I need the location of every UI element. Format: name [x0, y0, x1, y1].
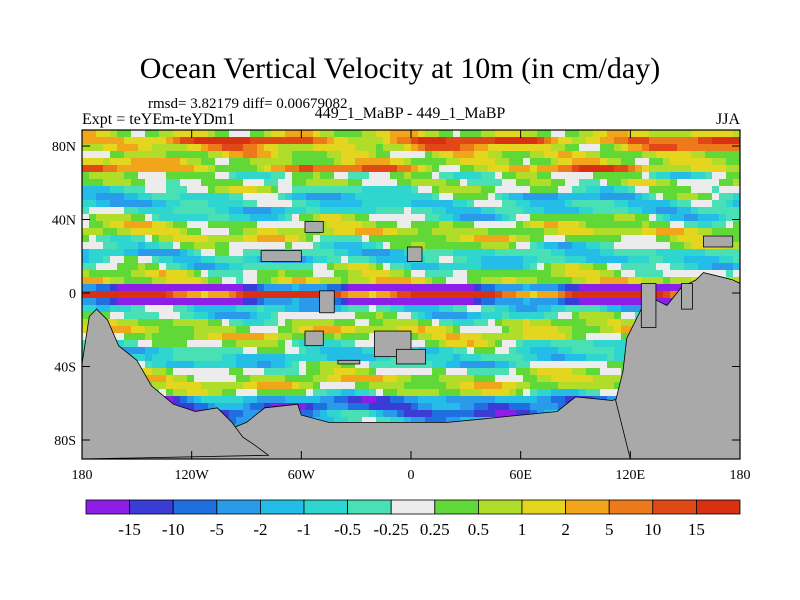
colorbar-swatch [216, 499, 261, 515]
colorbar-swatch [608, 499, 654, 515]
colorbar-label: -5 [210, 520, 224, 539]
x-tick-label: 0 [408, 468, 415, 483]
land-polygon [82, 308, 270, 459]
island [319, 290, 335, 314]
island [304, 330, 324, 347]
island [395, 348, 427, 365]
colorbar-swatch [652, 499, 697, 515]
y-tick-label: 40S [54, 361, 76, 376]
colorbar-label: -0.5 [334, 520, 361, 539]
stats-label: rmsd= 3.82179 diff= 0.00679082 [148, 96, 348, 112]
colorbar-label: -10 [162, 520, 185, 539]
colorbar-swatch [434, 499, 479, 515]
colorbar-label: 1 [518, 520, 527, 539]
colorbar-swatch [259, 499, 305, 515]
experiment-label: Expt = teYEm-teYDm1 [82, 111, 235, 128]
colorbar-swatch [85, 499, 130, 515]
x-tick-label: 60E [509, 468, 532, 483]
colorbar-swatch [172, 499, 218, 515]
x-tick-label: 180 [730, 468, 751, 483]
y-tick-label: 80N [52, 140, 76, 155]
chart-title: Ocean Vertical Velocity at 10m (in cm/da… [139, 52, 661, 85]
island [406, 246, 423, 263]
island [640, 283, 657, 328]
colorbar: -15 -10 -5 -2 -1 -0.5 -0.25 0.25 0.5 1 2 5 10 15 [85, 499, 741, 539]
colorbar-swatch [390, 499, 436, 515]
colorbar-label: 5 [605, 520, 614, 539]
colorbar-label: -1 [297, 520, 311, 539]
colorbar-swatch [347, 499, 392, 515]
colorbar-label: 15 [688, 520, 705, 539]
case-label: 449_1_MaBP - 449_1_MaBP [314, 105, 506, 122]
island [703, 235, 734, 248]
x-tick-label: 60W [288, 468, 316, 483]
season-label: JJA [716, 111, 741, 128]
colorbar-swatch [521, 499, 566, 515]
x-tick-label: 180 [72, 468, 93, 483]
colorbar-swatch [129, 499, 174, 515]
colorbar-label: 0.25 [420, 520, 450, 539]
y-tick-label: 40N [52, 214, 76, 229]
land-mask [82, 220, 740, 459]
island [681, 283, 693, 310]
colorbar-label: -2 [253, 520, 267, 539]
colorbar-label: 10 [644, 520, 661, 539]
x-tick-label: 120W [175, 468, 210, 483]
y-tick-label: 0 [69, 287, 76, 302]
colorbar-label: 2 [561, 520, 570, 539]
colorbar-label: -15 [118, 520, 141, 539]
y-tick-label: 80S [54, 434, 76, 449]
colorbar-swatch [565, 499, 610, 515]
island [260, 250, 302, 262]
map-axes: 180 120W 60W 0 60E 120E 180 80N 40N 0 40S 80S [52, 130, 751, 483]
colorbar-swatch [477, 499, 523, 515]
island [304, 220, 324, 233]
colorbar-swatch [696, 499, 741, 515]
x-tick-label: 120E [616, 468, 646, 483]
colorbar-label: -0.25 [373, 520, 408, 539]
colorbar-swatch [303, 499, 348, 515]
island [337, 359, 361, 365]
colorbar-label: 0.5 [468, 520, 489, 539]
